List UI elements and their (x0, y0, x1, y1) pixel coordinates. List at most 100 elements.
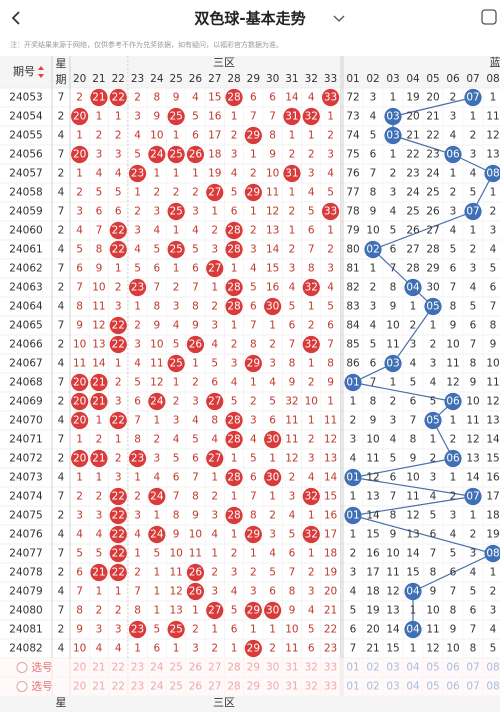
select-blue-number[interactable]: 03 (386, 662, 399, 674)
select-blue-number[interactable]: 05 (426, 662, 439, 674)
select-red-number[interactable]: 22 (112, 681, 125, 693)
select-blue-number[interactable]: 04 (406, 681, 420, 693)
blue-omission: 1 (430, 320, 437, 332)
select-red-number[interactable]: 33 (324, 681, 337, 693)
select-red-number[interactable]: 30 (266, 681, 279, 693)
blue-omission: 72 (346, 92, 359, 104)
select-row-bg (0, 677, 500, 696)
red-omission: 5 (96, 187, 103, 199)
red-omission: 3 (250, 244, 257, 256)
red-ball (244, 126, 262, 145)
select-red-number[interactable]: 21 (92, 681, 105, 693)
red-ball-number: 29 (247, 529, 260, 541)
select-blue-number[interactable]: 01 (346, 681, 359, 693)
blue-omission: 5 (490, 643, 497, 655)
blue-ball-number: 04 (406, 624, 420, 636)
select-red-number[interactable]: 30 (266, 662, 279, 674)
select-red-number[interactable]: 32 (305, 662, 318, 674)
issue: 24080 (9, 605, 42, 617)
red-omission: 7 (76, 586, 83, 598)
blue-omission: 4 (390, 434, 397, 446)
weekday: 2 (58, 168, 65, 180)
select-red-number[interactable]: 24 (150, 681, 164, 693)
select-red-number[interactable]: 32 (305, 681, 318, 693)
red-ball-number: 29 (247, 130, 260, 142)
back-button[interactable] (11, 11, 20, 25)
select-blue-number[interactable]: 05 (426, 681, 439, 693)
select-red-number[interactable]: 23 (131, 662, 144, 674)
select-blue-number[interactable]: 08 (486, 681, 499, 693)
select-red-number[interactable]: 28 (227, 681, 240, 693)
select-blue-number[interactable]: 07 (466, 662, 479, 674)
red-ball (186, 145, 205, 164)
red-omission: 3 (154, 453, 161, 465)
select-red-number[interactable]: 28 (227, 662, 240, 674)
blue-omission: 8 (470, 358, 477, 370)
select-blue-number[interactable]: 03 (386, 681, 399, 693)
select-blue-number[interactable]: 07 (466, 681, 479, 693)
blue-omission: 1 (470, 225, 477, 237)
select-blue-number[interactable]: 02 (366, 662, 379, 674)
select-red-number[interactable]: 23 (131, 681, 144, 693)
select-red-number[interactable]: 24 (150, 662, 164, 674)
menu-icon[interactable] (481, 9, 497, 25)
select-red-number[interactable]: 25 (169, 681, 182, 693)
select-red-number[interactable]: 22 (112, 662, 125, 674)
select-red-number[interactable]: 26 (189, 681, 203, 693)
select-red-number[interactable]: 29 (247, 681, 260, 693)
red-omission: 1 (231, 263, 238, 275)
red-omission: 3 (115, 396, 122, 408)
select-label[interactable]: 选号 (32, 680, 53, 693)
blue-omission: 8 (470, 643, 477, 655)
red-omission: 3 (211, 510, 218, 522)
select-checkbox[interactable] (16, 662, 28, 673)
select-red-number[interactable]: 20 (73, 662, 86, 674)
red-ball (302, 335, 320, 354)
select-red-number[interactable]: 31 (285, 662, 298, 674)
select-checkbox[interactable] (16, 681, 28, 692)
blue-omission: 14 (366, 510, 380, 522)
nav-title[interactable]: 双色球-基本走势 (194, 10, 305, 28)
red-ball (321, 88, 340, 107)
red-column-label: 30 (266, 73, 279, 85)
select-blue-number[interactable]: 08 (486, 662, 499, 674)
select-red-number[interactable]: 21 (92, 662, 105, 674)
select-red-number[interactable]: 31 (285, 681, 298, 693)
red-zone-header: 三区 (213, 56, 235, 69)
red-ball-number: 30 (266, 605, 279, 617)
red-ball-number: 24 (150, 491, 164, 503)
select-blue-number[interactable]: 02 (366, 681, 379, 693)
red-omission: 15 (324, 491, 337, 503)
red-omission: 3 (327, 149, 334, 161)
red-ball (109, 335, 127, 354)
blue-omission: 7 (490, 301, 497, 313)
select-blue-number[interactable]: 01 (346, 662, 359, 674)
red-omission: 4 (269, 377, 276, 389)
select-red-number[interactable]: 27 (208, 662, 221, 674)
select-red-number[interactable]: 33 (324, 662, 337, 674)
select-red-number[interactable]: 29 (247, 662, 260, 674)
blue-omission: 86 (346, 358, 360, 370)
red-ball-number: 21 (92, 567, 105, 579)
red-omission: 2 (96, 130, 103, 142)
issue: 24079 (9, 586, 42, 598)
select-red-number[interactable]: 25 (169, 662, 182, 674)
blue-omission: 4 (490, 244, 497, 256)
select-red-number[interactable]: 26 (189, 662, 203, 674)
select-label[interactable]: 选号 (32, 661, 53, 674)
blue-ball (444, 392, 462, 411)
select-blue-number[interactable]: 06 (446, 662, 460, 674)
select-red-number[interactable]: 27 (208, 681, 221, 693)
blue-omission: 9 (450, 624, 457, 636)
red-ball (109, 88, 127, 107)
select-red-number[interactable]: 20 (73, 681, 86, 693)
select-blue-number[interactable]: 04 (406, 662, 420, 674)
title-chevron[interactable] (333, 15, 345, 22)
red-omission: 8 (154, 301, 161, 313)
red-omission: 6 (76, 263, 83, 275)
select-blue-number[interactable]: 06 (446, 681, 460, 693)
red-omission: 1 (115, 434, 122, 446)
red-omission: 6 (96, 206, 103, 218)
blue-omission: 4 (350, 586, 357, 598)
red-omission: 32 (285, 396, 298, 408)
